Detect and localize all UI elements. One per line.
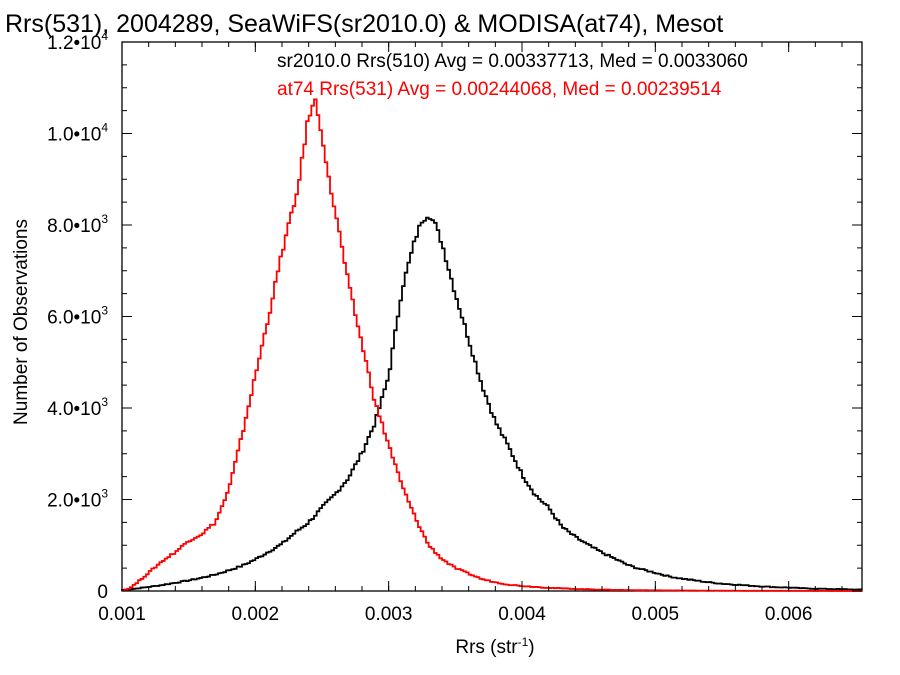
x-tick-label: 0.002 [232, 604, 280, 625]
y-tick-exponent: 4 [101, 29, 108, 43]
y-tick-base: 4.0•10 [47, 399, 101, 420]
y-tick-base: 8.0•10 [47, 216, 101, 237]
x-axis-label-exponent: -1 [518, 635, 529, 649]
y-tick-label: 1.0•104 [47, 121, 108, 146]
x-axis: 0.001 0.002 0.003 0.004 0.005 0.006 [98, 42, 843, 625]
x-tick-label: 0.003 [365, 604, 413, 625]
plot-frame [121, 41, 863, 592]
y-axis: 02.0•1034.0•1036.0•1038.0•1031.0•1041.2•… [47, 29, 862, 603]
y-tick-exponent: 3 [101, 395, 108, 409]
legend-entry-at74: at74 Rrs(531) Avg = 0.00244068, Med = 0.… [277, 79, 722, 100]
x-tick-label: 0.006 [765, 604, 813, 625]
y-tick-label: 2.0•103 [47, 487, 108, 512]
y-tick-exponent: 3 [101, 487, 108, 501]
y-tick-label: 8.0•103 [47, 212, 108, 237]
y-tick-base: 0 [97, 582, 108, 603]
y-axis-label: Number of Observations [11, 219, 32, 425]
y-tick-exponent: 3 [101, 212, 108, 226]
x-axis-label-suffix: ) [528, 637, 534, 658]
chart-title: Rrs(531), 2004289, SeaWiFS(sr2010.0) & M… [5, 10, 723, 38]
y-tick-label: 1.2•104 [47, 29, 108, 54]
legend-entry-sr2010: sr2010.0 Rrs(510) Avg = 0.00337713, Med … [277, 51, 748, 72]
series-layer [121, 98, 862, 592]
y-tick-base: 1.0•10 [47, 125, 101, 146]
plot-border [121, 41, 863, 592]
x-tick-label: 0.001 [98, 604, 146, 625]
y-tick-label: 0 [97, 582, 108, 603]
y-tick-base: 2.0•10 [47, 491, 101, 512]
y-tick-label: 6.0•103 [47, 304, 108, 329]
series-line-1 [121, 98, 862, 592]
series-line-0 [121, 216, 862, 591]
x-tick-label: 0.004 [498, 604, 546, 625]
y-tick-exponent: 4 [101, 121, 108, 135]
x-axis-label: Rrs (str-1) [455, 635, 534, 658]
y-tick-base: 1.2•10 [47, 33, 101, 54]
y-tick-exponent: 3 [101, 304, 108, 318]
x-axis-label-text: Rrs (str [455, 637, 518, 658]
y-tick-label: 4.0•103 [47, 395, 108, 420]
y-tick-base: 6.0•10 [47, 308, 101, 329]
x-tick-label: 0.005 [632, 604, 680, 625]
